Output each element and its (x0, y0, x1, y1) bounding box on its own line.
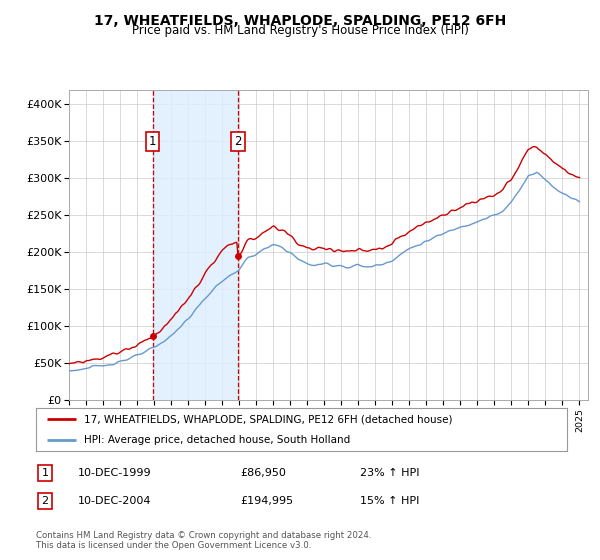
Text: Contains HM Land Registry data © Crown copyright and database right 2024.
This d: Contains HM Land Registry data © Crown c… (36, 531, 371, 550)
Text: 2: 2 (234, 135, 242, 148)
Text: £194,995: £194,995 (240, 496, 293, 506)
Text: 10-DEC-2004: 10-DEC-2004 (78, 496, 151, 506)
Text: 1: 1 (41, 468, 49, 478)
Text: £86,950: £86,950 (240, 468, 286, 478)
Text: 17, WHEATFIELDS, WHAPLODE, SPALDING, PE12 6FH: 17, WHEATFIELDS, WHAPLODE, SPALDING, PE1… (94, 14, 506, 28)
Text: 15% ↑ HPI: 15% ↑ HPI (360, 496, 419, 506)
Text: Price paid vs. HM Land Registry's House Price Index (HPI): Price paid vs. HM Land Registry's House … (131, 24, 469, 37)
Text: 17, WHEATFIELDS, WHAPLODE, SPALDING, PE12 6FH (detached house): 17, WHEATFIELDS, WHAPLODE, SPALDING, PE1… (84, 414, 452, 424)
Text: HPI: Average price, detached house, South Holland: HPI: Average price, detached house, Sout… (84, 435, 350, 445)
Text: 1: 1 (149, 135, 157, 148)
Bar (153, 90, 238, 400)
Text: 23% ↑ HPI: 23% ↑ HPI (360, 468, 419, 478)
Text: 2: 2 (41, 496, 49, 506)
Text: 10-DEC-1999: 10-DEC-1999 (78, 468, 152, 478)
